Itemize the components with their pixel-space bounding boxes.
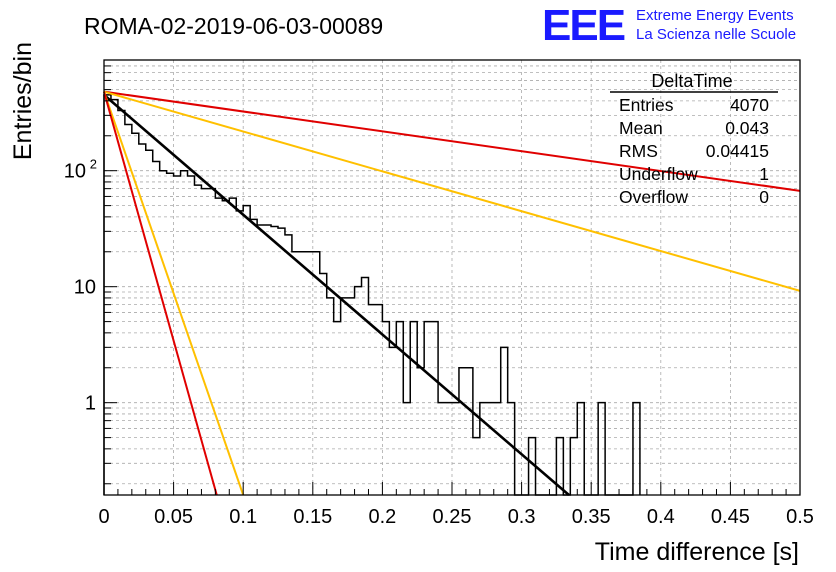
stats-row-value: 0.04415 [706, 141, 769, 161]
stats-row-label: RMS [619, 141, 658, 161]
eee-logo: EEE Extreme Energy Events La Scienza nel… [542, 1, 796, 50]
fit-line [103, 91, 245, 496]
histogram-step-line [103, 94, 641, 496]
chart-title: ROMA-02-2019-06-03-00089 [84, 13, 383, 39]
y-tick-label: 10 [64, 161, 86, 183]
x-tick-label: 0.2 [368, 506, 396, 528]
fit-line [103, 90, 801, 192]
x-tick-label: 0 [98, 506, 109, 528]
x-tick-label: 0.15 [293, 506, 332, 528]
tick-labels: 0 0.05 0.1 0.15 0.2 0.25 0.3 0.35 0.4 0.45 0.51101… [64, 157, 814, 528]
fit-curves [103, 90, 801, 496]
stats-row-value: 0.043 [725, 118, 769, 138]
fit-line [103, 90, 801, 292]
y-tick-label: 10 [74, 277, 96, 299]
y-axis-label: Entries/bin [9, 42, 37, 160]
stats-box: DeltaTime Entries 4070 Mean 0.043 RMS 0.04415… [610, 71, 778, 207]
stats-row-value: 1 [759, 164, 769, 184]
x-axis-label: Time difference [s] [595, 538, 799, 566]
stats-row-label: Overflow [619, 187, 688, 207]
stats-rows: Entries 4070 Mean 0.043 RMS 0.04415 Underflow 1… [619, 95, 769, 207]
stats-row-value: 0 [759, 187, 769, 207]
x-tick-label: 0.25 [433, 506, 472, 528]
x-tick-label: 0.5 [786, 506, 814, 528]
eee-logo-line2: La Scienza nelle Scuole [636, 26, 796, 43]
x-tick-label: 0.35 [572, 506, 611, 528]
stats-row-label: Entries [619, 95, 674, 115]
x-tick-label: 0.4 [647, 506, 675, 528]
grid [104, 59, 800, 495]
stats-row-label: Mean [619, 118, 663, 138]
axis-ticks [103, 59, 801, 495]
x-tick-label: 0.3 [508, 506, 536, 528]
eee-logo-mark: EEE [542, 1, 625, 50]
fit-line [103, 93, 570, 496]
stats-row-value: 4070 [730, 95, 769, 115]
fit-line [103, 91, 218, 496]
y-tick-label: 1 [85, 393, 96, 415]
histogram-series [103, 94, 641, 496]
x-tick-label: 0.45 [711, 506, 750, 528]
x-tick-label: 0.05 [154, 506, 193, 528]
stats-row-label: Underflow [619, 164, 698, 184]
y-tick-exponent: 2 [90, 157, 97, 172]
eee-logo-line1: Extreme Energy Events [636, 7, 794, 24]
stats-name: DeltaTime [651, 71, 732, 91]
x-tick-label: 0.1 [229, 506, 257, 528]
